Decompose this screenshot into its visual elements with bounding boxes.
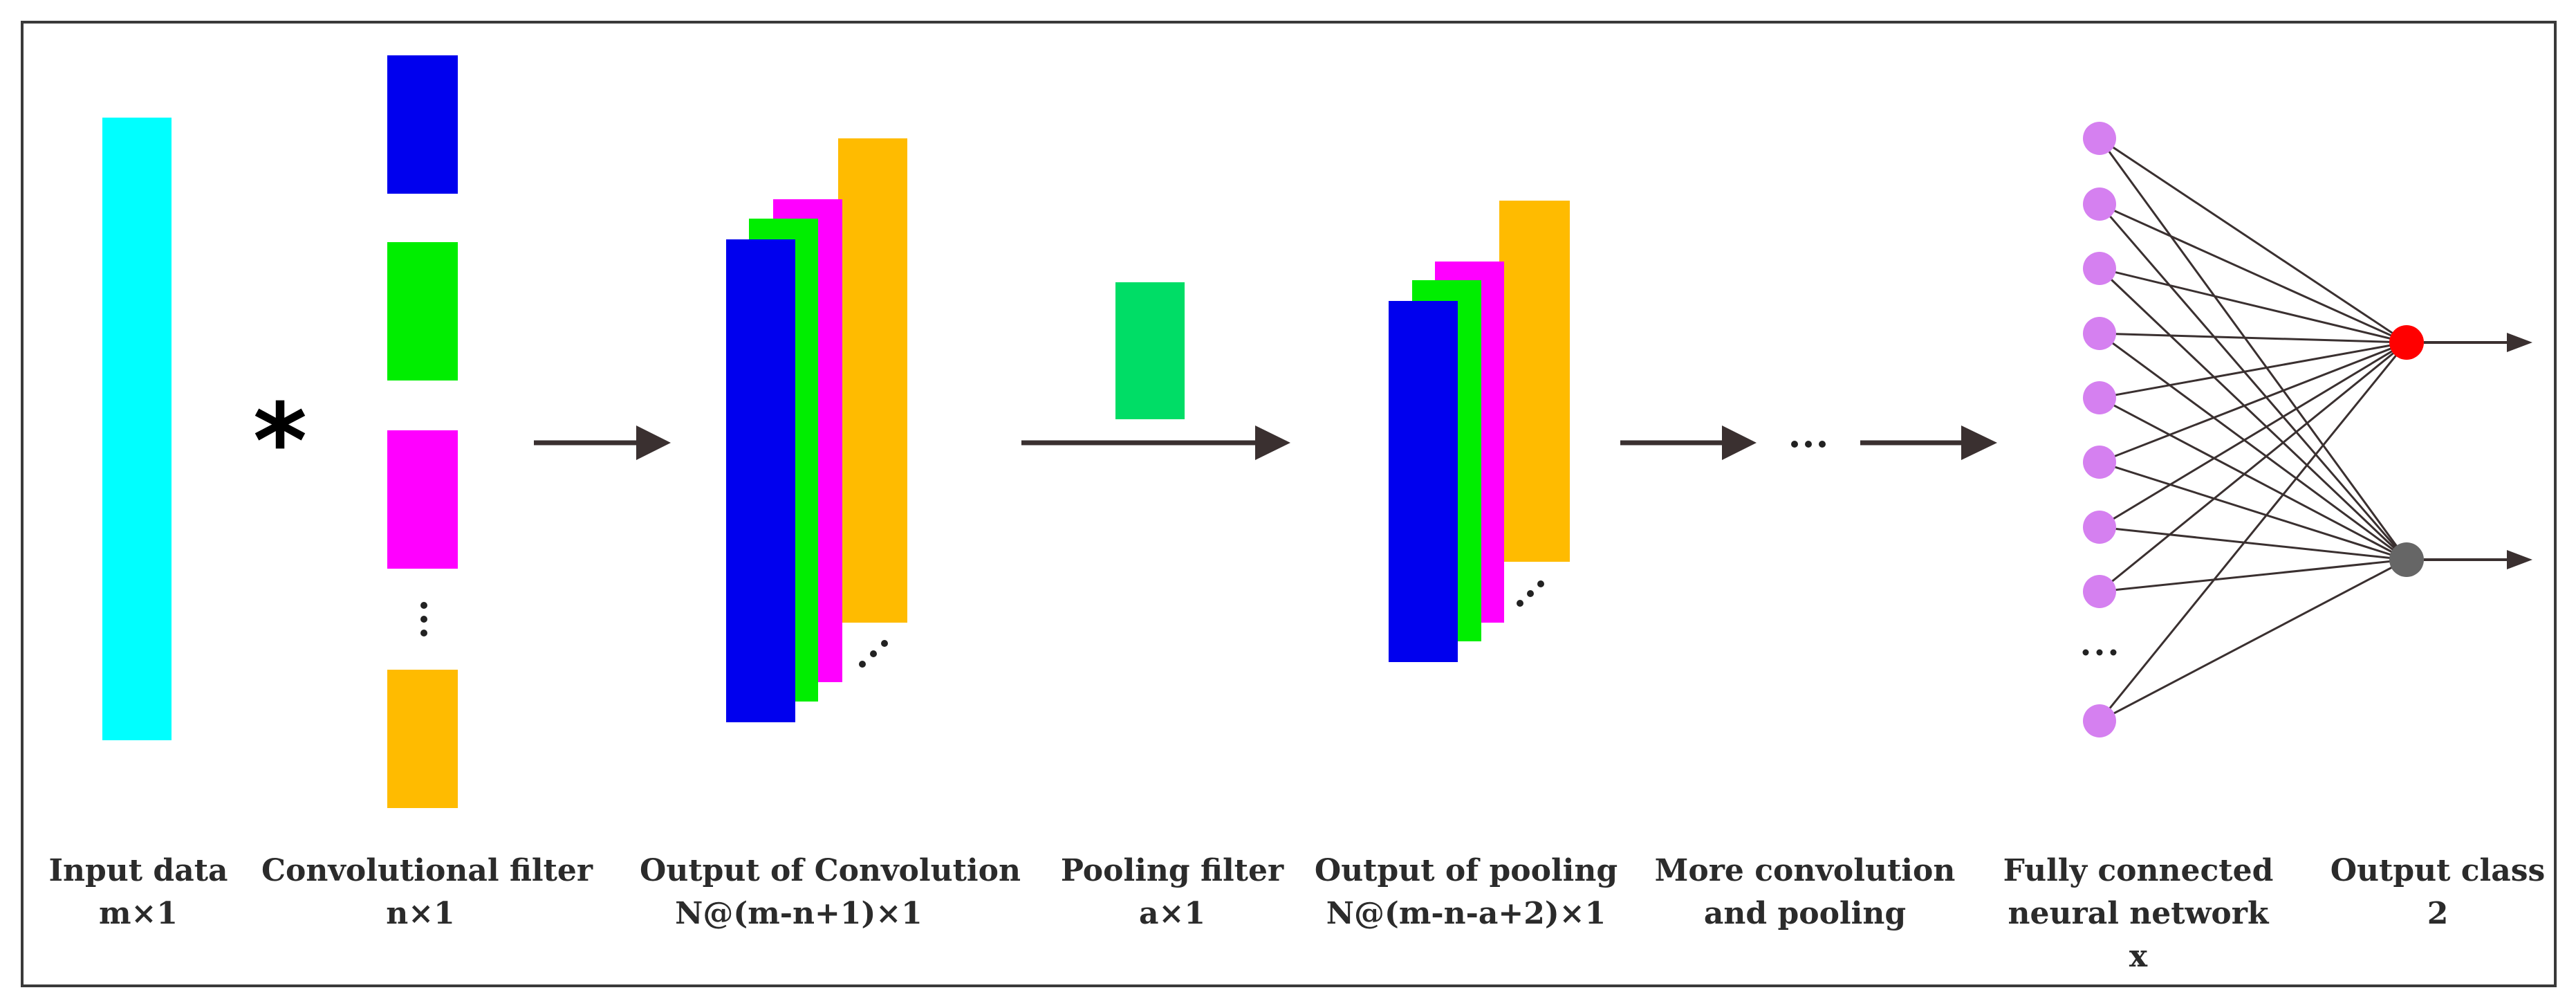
fc-hidden-node-5 xyxy=(2083,381,2116,414)
label-fc-line1: Fully connected xyxy=(2003,853,2274,888)
label-pool-output: Output of pooling N@(m-n-a+2)×1 xyxy=(1307,850,1625,935)
filter-green xyxy=(387,242,458,381)
fc-hidden-node-6 xyxy=(2083,446,2116,479)
label-poolout-line2: N@(m-n-a+2)×1 xyxy=(1326,896,1606,931)
label-fc-line3: x xyxy=(2129,939,2148,974)
fc-hidden-node-7 xyxy=(2083,511,2116,544)
label-conv-filter: Convolutional filter n×1 xyxy=(261,850,593,935)
fc-edge-3-to-out-2 xyxy=(2098,267,2408,561)
label-input-line1: Input data xyxy=(48,853,228,888)
fc-edge-6-to-out-2 xyxy=(2099,461,2407,561)
arrow-to-fully-connected xyxy=(1860,425,1997,460)
fc-hidden-node-4 xyxy=(2083,317,2116,350)
pool-stack-ellipsis xyxy=(1517,580,1544,607)
output-node-1 xyxy=(2389,325,2424,360)
label-fully-connected: Fully connected neural network x xyxy=(1979,850,2297,978)
fc-edge-8-to-out-1 xyxy=(2099,341,2407,593)
diagram-border xyxy=(21,21,2557,987)
output-node-2 xyxy=(2389,542,2424,577)
fc-hidden-node-8 xyxy=(2083,575,2116,608)
label-conv-output: Output of Convolution N@(m-n+1)×1 xyxy=(640,850,1021,935)
fc-hidden-node-9 xyxy=(2083,704,2116,737)
label-filter-line1: Convolutional filter xyxy=(261,853,593,888)
label-poolout-line1: Output of pooling xyxy=(1314,853,1618,888)
conv-map-orange xyxy=(838,138,907,623)
conv-stack-ellipsis xyxy=(859,640,888,668)
label-output-class: Output class 2 xyxy=(2279,850,2576,935)
arrow-to-conv-output xyxy=(534,425,671,460)
fc-hidden-nodes xyxy=(2083,122,2116,737)
input-data-bar xyxy=(102,118,172,740)
pooling-filter xyxy=(1115,282,1185,419)
fc-edge-6-to-out-1 xyxy=(2099,341,2407,464)
arrow-to-pool-output xyxy=(1021,425,1290,460)
filter-blue xyxy=(387,55,458,194)
conv-map-blue xyxy=(726,239,795,722)
fc-edge-2-to-out-2 xyxy=(2098,203,2408,560)
pool-map-orange xyxy=(1499,201,1570,562)
label-more-layers: More convolution and pooling xyxy=(1646,850,1964,935)
fc-edge-4-to-out-1 xyxy=(2099,332,2407,344)
fc-edge-5-to-out-2 xyxy=(2099,396,2407,561)
fc-edge-1-to-out-2 xyxy=(2098,138,2408,560)
fc-edge-1-to-out-1 xyxy=(2099,137,2407,344)
filter-orange xyxy=(387,670,458,808)
label-output-line1: Output class xyxy=(2330,853,2546,888)
fc-edge-7-to-out-1 xyxy=(2099,341,2407,529)
fc-connections xyxy=(2098,137,2408,722)
label-convout-line2: N@(m-n+1)×1 xyxy=(675,896,923,931)
fc-edge-3-to-out-1 xyxy=(2099,267,2407,344)
label-pool-line2: a×1 xyxy=(1139,896,1205,931)
fc-edge-2-to-out-1 xyxy=(2099,203,2407,344)
pool-map-blue xyxy=(1389,301,1458,662)
label-more-line2: and pooling xyxy=(1703,896,1907,931)
fc-edge-7-to-out-2 xyxy=(2099,526,2407,561)
label-input-line2: m×1 xyxy=(98,896,178,931)
fc-edge-5-to-out-1 xyxy=(2099,341,2407,399)
fc-hidden-node-3 xyxy=(2083,252,2116,285)
label-input-data: Input data m×1 xyxy=(0,850,297,935)
label-more-line1: More convolution xyxy=(1654,853,1956,888)
fc-edge-8-to-out-2 xyxy=(2099,558,2407,593)
fc-edge-9-to-out-2 xyxy=(2099,558,2407,722)
arrow-to-more-layers xyxy=(1620,425,1757,460)
fc-nodes-ellipsis xyxy=(2082,649,2117,656)
filter-magenta xyxy=(387,430,458,569)
more-layers-ellipsis xyxy=(1791,441,1826,448)
fc-edge-4-to-out-2 xyxy=(2099,332,2407,561)
label-convout-line1: Output of Convolution xyxy=(640,853,1021,888)
fc-edge-9-to-out-1 xyxy=(2098,342,2408,722)
label-filter-line2: n×1 xyxy=(386,896,455,931)
fc-hidden-node-2 xyxy=(2083,187,2116,221)
label-pooling-filter: Pooling filter a×1 xyxy=(1013,850,1331,935)
label-output-line2: 2 xyxy=(2427,896,2449,931)
output-arrow-2 xyxy=(2424,550,2532,569)
output-arrow-1 xyxy=(2424,333,2532,352)
convolution-operator: * xyxy=(253,382,307,502)
label-fc-line2: neural network xyxy=(2008,896,2269,931)
label-pool-line1: Pooling filter xyxy=(1060,853,1284,888)
fc-hidden-node-1 xyxy=(2083,122,2116,155)
filter-vertical-ellipsis xyxy=(420,602,427,636)
